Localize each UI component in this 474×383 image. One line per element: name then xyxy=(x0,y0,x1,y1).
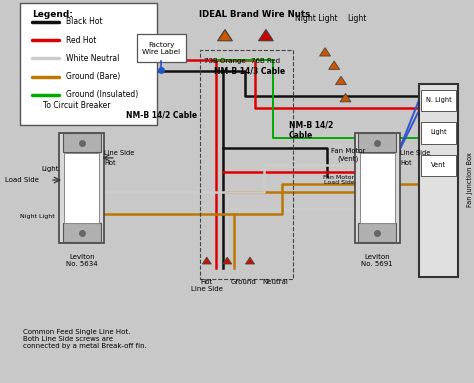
Text: Hot
Line Side: Hot Line Side xyxy=(191,279,223,292)
Text: Ground: Ground xyxy=(230,279,256,285)
FancyBboxPatch shape xyxy=(358,134,396,152)
FancyBboxPatch shape xyxy=(360,152,395,223)
Text: Legend:: Legend: xyxy=(32,10,73,19)
Text: NM-B 14/2 Cable: NM-B 14/2 Cable xyxy=(126,111,197,119)
Text: Light: Light xyxy=(41,165,59,172)
Text: NM-B 14/2
Cable: NM-B 14/2 Cable xyxy=(289,121,333,140)
Text: Neutral: Neutral xyxy=(262,279,288,285)
FancyBboxPatch shape xyxy=(63,223,101,242)
Bar xyxy=(200,50,293,279)
Polygon shape xyxy=(223,257,232,264)
Text: Load Side: Load Side xyxy=(5,177,38,183)
Text: Night Light: Night Light xyxy=(20,214,55,219)
Text: NM-B 14/3 Cable: NM-B 14/3 Cable xyxy=(214,67,285,76)
Polygon shape xyxy=(336,76,346,85)
Text: Line Side: Line Side xyxy=(400,151,430,156)
FancyBboxPatch shape xyxy=(421,155,456,176)
FancyBboxPatch shape xyxy=(137,34,186,62)
Text: Light: Light xyxy=(430,129,447,135)
Polygon shape xyxy=(340,93,351,102)
Text: 76B Red: 76B Red xyxy=(251,58,281,64)
Polygon shape xyxy=(258,29,273,41)
Text: Black Hot: Black Hot xyxy=(66,17,102,26)
FancyBboxPatch shape xyxy=(20,3,157,125)
Text: Night Light: Night Light xyxy=(295,14,337,23)
Polygon shape xyxy=(202,257,211,264)
Polygon shape xyxy=(319,47,330,56)
Text: Ground (Bare): Ground (Bare) xyxy=(66,72,120,81)
Text: Fan Junction Box: Fan Junction Box xyxy=(467,153,473,208)
Text: N. Light: N. Light xyxy=(426,97,452,103)
FancyBboxPatch shape xyxy=(63,134,101,152)
Text: Line Side: Line Side xyxy=(104,151,135,156)
Text: White Neutral: White Neutral xyxy=(66,54,119,63)
Text: Common Feed Single Line Hot.
Both Line Side screws are
connected by a metal Brea: Common Feed Single Line Hot. Both Line S… xyxy=(23,329,146,349)
Text: To Circuit Breaker: To Circuit Breaker xyxy=(43,101,110,110)
Text: Leviton
No. 5634: Leviton No. 5634 xyxy=(66,254,98,267)
Text: Light: Light xyxy=(347,14,366,23)
Polygon shape xyxy=(218,29,232,41)
Text: Factory
Wire Label: Factory Wire Label xyxy=(142,42,181,55)
Text: IDEAL Brand Wire Nuts: IDEAL Brand Wire Nuts xyxy=(199,10,310,19)
FancyBboxPatch shape xyxy=(355,133,400,243)
FancyBboxPatch shape xyxy=(421,90,456,111)
Text: Hot: Hot xyxy=(400,160,412,166)
FancyBboxPatch shape xyxy=(358,223,396,242)
FancyBboxPatch shape xyxy=(64,152,100,223)
FancyBboxPatch shape xyxy=(421,123,456,144)
Text: Vent: Vent xyxy=(431,162,446,168)
Polygon shape xyxy=(218,30,232,41)
Polygon shape xyxy=(328,61,340,69)
Text: Ground (Insulated): Ground (Insulated) xyxy=(66,90,138,100)
Text: Leviton
No. 5691: Leviton No. 5691 xyxy=(362,254,393,267)
Polygon shape xyxy=(259,30,273,41)
Text: Fan Motor
(Vent): Fan Motor (Vent) xyxy=(330,149,365,162)
FancyBboxPatch shape xyxy=(419,83,458,277)
Polygon shape xyxy=(246,257,255,264)
Text: Red Hot: Red Hot xyxy=(66,36,96,44)
FancyBboxPatch shape xyxy=(59,133,104,243)
Text: 73B Orange: 73B Orange xyxy=(204,58,246,64)
Text: Hot: Hot xyxy=(104,160,116,166)
Text: Fan Motor
Load Side: Fan Motor Load Side xyxy=(323,175,355,185)
